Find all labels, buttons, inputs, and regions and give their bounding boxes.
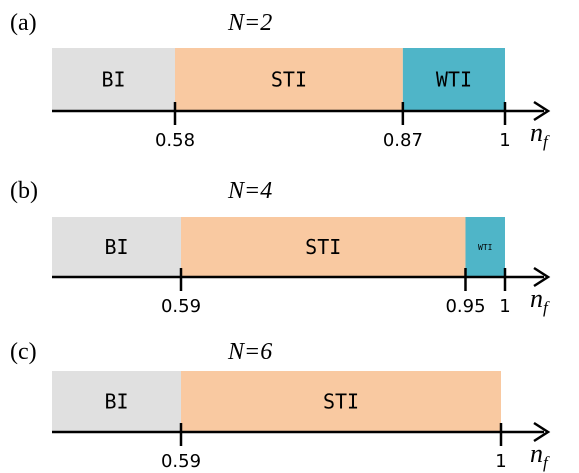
panel-a-axis-label: nf	[530, 118, 550, 151]
panel-a-title: N=2	[227, 10, 272, 36]
panel-c-label: (c)	[10, 339, 37, 365]
panel-a-label: (a)	[10, 10, 37, 36]
panel-b-axis-arrow-icon	[533, 266, 551, 288]
panel-a-tick-label: 1	[499, 130, 510, 151]
panel-b-region-bi	[52, 217, 181, 277]
panel-c-regions: BI STI	[52, 371, 501, 432]
panel-a-axis: 0.58 0.87 1 nf	[52, 100, 551, 151]
axis-label-main: n	[530, 284, 543, 313]
panel-b-label: (b)	[10, 178, 38, 204]
panel-a-tick-label: 0.58	[155, 130, 195, 151]
panel-a-region-label-bi: BI	[101, 68, 125, 92]
panel-c-axis-label: nf	[530, 439, 550, 472]
axis-label-main: n	[530, 439, 543, 468]
panel-b-tick-label: 1	[499, 296, 510, 317]
panel-a-region-wti	[402, 48, 505, 111]
panel-a: (a) N=2 BI STI WTI 0.58 0.87 1 nf	[10, 10, 551, 151]
panel-c-axis: 0.59 1 nf	[52, 421, 551, 472]
panel-c-region-label-bi: BI	[104, 390, 128, 414]
panel-b-region-label-sti: STI	[305, 235, 341, 259]
panel-a-region-sti	[175, 48, 403, 111]
panel-c-axis-arrow-icon	[533, 421, 551, 443]
panel-c-region-label-sti: STI	[323, 390, 359, 414]
panel-c-region-sti	[181, 371, 501, 432]
panel-b-region-sti	[181, 217, 466, 277]
panel-b-regions: BI STI WTI	[52, 217, 505, 277]
panel-c-tick-label: 0.59	[161, 451, 201, 472]
axis-label-main: n	[530, 118, 543, 147]
axis-label-subscript: f	[543, 453, 550, 472]
panel-c: (c) N=6 BI STI 0.59 1 nf	[10, 339, 551, 472]
panel-b-axis: 0.59 0.95 1 nf	[52, 266, 551, 317]
panel-b-region-label-bi: BI	[104, 235, 128, 259]
panel-b: (b) N=4 BI STI WTI 0.59 0.95 1 nf	[10, 178, 551, 317]
panel-c-tick-label: 1	[495, 451, 506, 472]
panel-a-region-bi	[52, 48, 175, 111]
panel-b-title: N=4	[227, 178, 272, 204]
panel-a-region-label-wti: WTI	[436, 68, 472, 92]
panel-c-title: N=6	[227, 339, 272, 365]
panel-c-region-bi	[52, 371, 181, 432]
axis-label-subscript: f	[543, 132, 550, 151]
panel-b-tick-label: 0.95	[445, 296, 485, 317]
panel-b-region-wti	[465, 217, 505, 277]
axis-label-subscript: f	[543, 298, 550, 317]
panel-b-axis-label: nf	[530, 284, 550, 317]
panel-b-tick-label: 0.59	[161, 296, 201, 317]
panel-a-regions: BI STI WTI	[52, 48, 505, 111]
panel-a-axis-arrow-icon	[533, 100, 551, 122]
panel-b-region-label-wti: WTI	[478, 243, 493, 252]
panel-a-region-label-sti: STI	[271, 68, 307, 92]
panel-a-tick-label: 0.87	[383, 130, 423, 151]
